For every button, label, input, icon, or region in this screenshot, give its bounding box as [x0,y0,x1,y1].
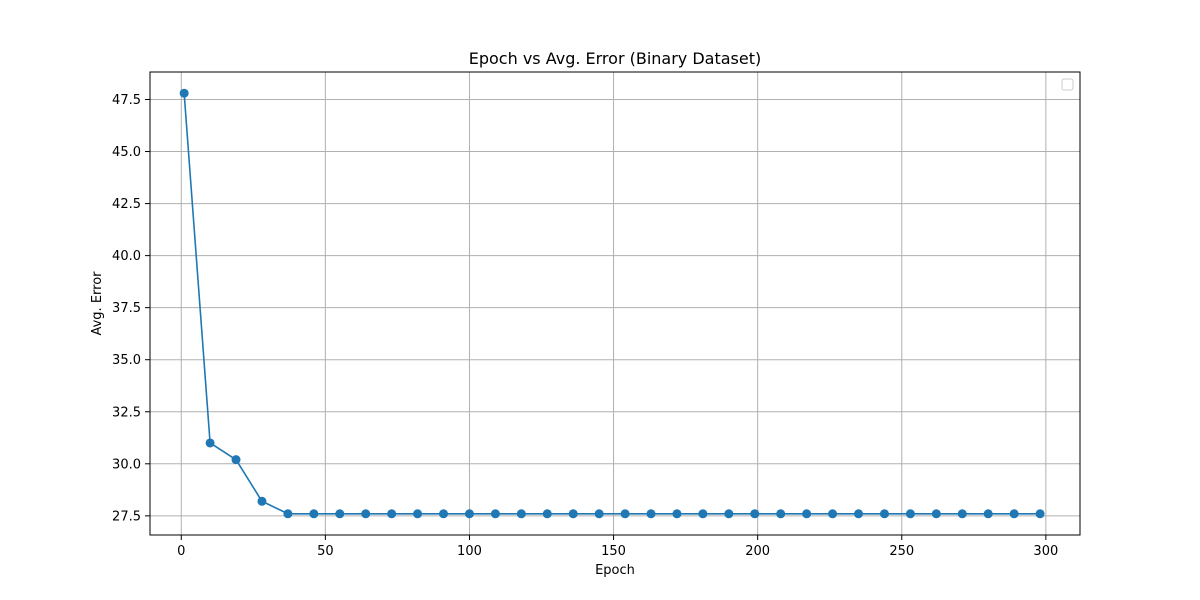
data-point [724,509,734,519]
data-point [387,509,397,519]
data-point [309,509,319,519]
data-point [231,455,241,465]
y-tick-label: 35.0 [112,353,141,368]
data-point [594,509,604,519]
data-point [361,509,371,519]
data-point [516,509,526,519]
data-point [905,509,915,519]
data-point [205,438,215,448]
data-point [879,509,889,519]
data-point [1035,509,1045,519]
y-tick-label: 37.5 [112,301,141,316]
x-tick-label: 200 [745,544,770,559]
x-axis-title: Epoch [595,563,635,578]
data-point [957,509,967,519]
data-point [257,496,267,506]
x-tick-label: 250 [889,544,914,559]
data-point [413,509,423,519]
data-point [776,509,786,519]
chart-title: Epoch vs Avg. Error (Binary Dataset) [469,49,762,68]
data-point [698,509,708,519]
data-point [646,509,656,519]
data-point [1009,509,1019,519]
data-point [464,509,474,519]
y-axis-title: Avg. Error [90,271,105,336]
x-tick-label: 100 [457,544,482,559]
data-point [828,509,838,519]
data-point [542,509,552,519]
x-axis-ticks: 0 50 100 150 200 250 300 [177,535,1058,559]
series-line [183,93,1041,515]
y-tick-label: 32.5 [112,405,141,420]
data-point [283,509,293,519]
x-tick-label: 0 [177,544,185,559]
data-point [490,509,500,519]
y-tick-label: 27.5 [112,509,141,524]
data-point [568,509,578,519]
y-tick-label: 47.5 [112,93,141,108]
data-point [439,509,449,519]
legend-box [1061,78,1074,91]
x-tick-label: 50 [317,544,334,559]
data-point [802,509,812,519]
data-point [179,88,189,98]
data-point [854,509,864,519]
data-point [931,509,941,519]
plot-frame [149,71,1081,536]
data-point [672,509,682,519]
grid-lines [150,72,1080,535]
y-axis-ticks: 27.5 30.0 32.5 35.0 37.5 40.0 42.5 45.0 47.5 [112,93,150,524]
y-tick-label: 42.5 [112,197,141,212]
x-tick-label: 150 [601,544,626,559]
y-tick-label: 40.0 [112,249,141,264]
data-point [335,509,345,519]
y-tick-label: 45.0 [112,145,141,160]
data-point [983,509,993,519]
x-tick-label: 300 [1033,544,1058,559]
plot-background [150,72,1080,535]
data-point [750,509,760,519]
y-tick-label: 30.0 [112,457,141,472]
data-series [179,88,1045,519]
data-point [620,509,630,519]
